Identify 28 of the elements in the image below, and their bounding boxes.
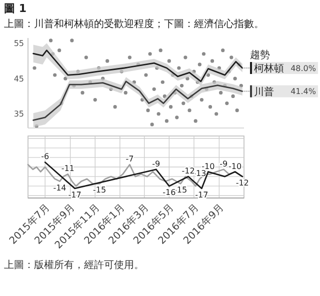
text: 41.4% [290,87,316,96]
data-label: -16 [162,188,176,198]
data-label: -6 [41,152,50,162]
data-label: -14 [53,183,66,192]
text: 上圖：版權所有，經許可使用。 [4,259,144,271]
line-series [32,80,244,121]
y-tick-label: 55 [14,39,24,48]
data-label: -10 [202,162,215,171]
data-label: -10 [228,162,242,171]
data-label: -17 [68,190,82,200]
legend-label: 柯林頓 [254,62,284,74]
data-label: -9 [220,159,228,168]
data-label: -17 [195,190,208,200]
legend-title: 趨勢 [250,49,270,61]
legend-label: 川普 [254,86,274,98]
data-label: -12 [182,166,195,176]
data-label: -15 [174,186,188,195]
line-series [32,50,244,82]
chart-title: 圖 1 [4,2,26,15]
data-label: -7 [126,154,134,164]
y-tick-label: 35 [14,110,24,119]
data-label: -15 [93,186,106,195]
chart-subtitle: 上圖：川普和柯林頓的受歡迎程度；下圖：經濟信心指數。 [4,18,264,30]
data-label: -9 [152,159,160,168]
text: 48.0% [290,64,316,73]
data-label: -12 [236,178,249,188]
y-tick-label: 45 [14,74,24,84]
data-label: -11 [61,164,74,174]
